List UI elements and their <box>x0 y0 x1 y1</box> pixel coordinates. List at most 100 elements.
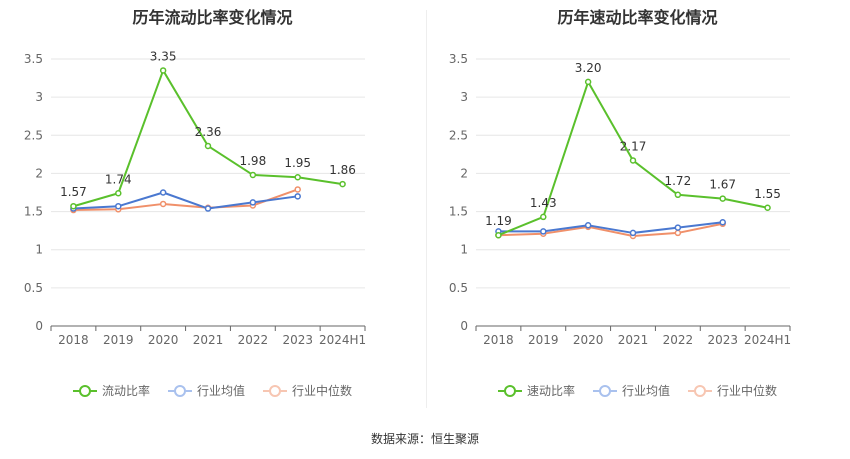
series-line <box>498 221 723 234</box>
data-point <box>629 157 637 164</box>
data-point <box>70 202 77 210</box>
chart-title: 历年速动比率变化情况 <box>557 8 718 27</box>
data-point <box>719 195 726 202</box>
data-label: 1.57 <box>60 185 87 199</box>
x-tick-label: 2023 <box>282 333 313 347</box>
x-tick-label: 2018 <box>58 333 89 347</box>
x-tick-label: 2021 <box>193 333 224 347</box>
legend-label: 行业均值 <box>621 384 670 398</box>
legend-label: 流动比率 <box>101 384 150 398</box>
legend-item-avg[interactable]: 行业均值 <box>592 382 670 399</box>
data-point <box>674 229 682 237</box>
y-tick-label: 3 <box>460 90 468 104</box>
data-point <box>339 180 346 188</box>
series-line <box>73 191 298 210</box>
data-point <box>674 191 682 199</box>
current-ratio-chart: 历年流动比率变化情况 0 0.5 1 1.5 2 2.5 3 3.5 2018 2019 2020 2… <box>0 0 425 410</box>
data-point <box>159 200 167 208</box>
data-point <box>159 67 167 74</box>
y-tick-label: 2.5 <box>449 128 468 142</box>
legend-label: 行业中位数 <box>292 384 353 398</box>
y-tick-label: 0.5 <box>24 281 43 295</box>
legend-marker-icon <box>497 384 522 397</box>
y-tick-label: 2.5 <box>24 128 43 142</box>
data-label: 2.17 <box>620 139 647 153</box>
legend-label: 行业中位数 <box>717 384 778 398</box>
data-label: 1.72 <box>664 174 691 188</box>
panel-divider <box>426 10 427 408</box>
data-point <box>115 202 122 210</box>
data-point <box>674 224 682 231</box>
legend-item-main[interactable]: 速动比率 <box>497 382 575 399</box>
x-tick-label: 2021 <box>618 333 649 347</box>
data-point <box>249 199 257 206</box>
data-point <box>294 173 301 181</box>
data-label: 1.55 <box>754 187 781 201</box>
data-point <box>204 205 212 212</box>
data-label: 1.43 <box>530 196 557 210</box>
y-tick-label: 0 <box>460 319 468 333</box>
series-line <box>73 188 299 212</box>
data-label: 1.95 <box>284 156 311 170</box>
data-point <box>115 190 122 197</box>
legend-item-median[interactable]: 行业中位数 <box>688 382 777 399</box>
y-tick-label: 3 <box>35 90 43 104</box>
legend-marker-icon <box>167 384 192 397</box>
legend-marker-icon <box>592 384 617 397</box>
chart-plot: 0 0.5 1 1.5 2 2.5 3 3.5 2018 2019 2020 2021 2022 2023… <box>449 52 791 347</box>
data-label: 1.74 <box>105 172 132 186</box>
data-point <box>294 193 301 200</box>
series-line <box>498 222 723 237</box>
x-tick-label: 2018 <box>483 333 514 347</box>
legend-item-median[interactable]: 行业中位数 <box>263 382 352 399</box>
legend-marker-icon <box>72 384 97 397</box>
chart-legend: 流动比率 行业均值 行业中位数 <box>0 382 425 399</box>
data-point <box>584 78 592 86</box>
legend-label: 速动比率 <box>526 384 575 398</box>
chart-plot: 0 0.5 1 1.5 2 2.5 3 3.5 2018 2019 2020 2021 2022 2023… <box>24 49 366 347</box>
chart-legend: 速动比率 行业均值 行业中位数 <box>425 382 850 399</box>
y-tick-label: 1 <box>460 243 468 257</box>
data-label: 2.36 <box>195 125 222 139</box>
legend-marker-icon <box>263 384 287 397</box>
legend-item-avg[interactable]: 行业均值 <box>167 382 245 399</box>
data-label: 3.20 <box>575 61 602 75</box>
data-point <box>764 204 771 212</box>
legend-label: 行业均值 <box>196 384 245 398</box>
y-tick-label: 1 <box>35 243 43 257</box>
y-tick-label: 0.5 <box>449 281 468 295</box>
data-source-note: 数据来源：恒生聚源 <box>370 432 479 446</box>
data-label: 1.98 <box>239 154 266 168</box>
quick-ratio-chart: 历年速动比率变化情况 0 0.5 1 1.5 2 2.5 3 3.5 2018 2019 2020 2… <box>425 0 850 410</box>
x-tick-label: 2022 <box>238 333 269 347</box>
data-point <box>159 189 167 196</box>
x-tick-label: 2022 <box>663 333 694 347</box>
y-tick-label: 2 <box>35 166 43 180</box>
data-point <box>540 213 547 221</box>
data-label: 1.19 <box>485 214 512 228</box>
data-label: 1.86 <box>329 163 356 177</box>
y-tick-label: 1.5 <box>24 205 43 219</box>
y-tick-label: 1.5 <box>449 205 468 219</box>
y-tick-label: 3.5 <box>24 52 43 66</box>
data-point <box>249 171 257 179</box>
x-tick-label: 2024H1 <box>319 333 366 347</box>
y-tick-label: 3.5 <box>449 52 468 66</box>
x-tick-label: 2024H1 <box>744 333 791 347</box>
x-tick-label: 2020 <box>573 333 604 347</box>
x-tick-label: 2023 <box>707 333 738 347</box>
data-point <box>540 228 547 235</box>
data-point <box>719 219 726 226</box>
data-label: 3.35 <box>150 49 177 63</box>
data-point <box>204 142 212 150</box>
x-tick-label: 2019 <box>528 333 559 347</box>
data-point <box>584 222 592 229</box>
data-point <box>629 229 637 237</box>
x-tick-label: 2020 <box>148 333 179 347</box>
legend-marker-icon <box>688 384 712 397</box>
chart-title: 历年流动比率变化情况 <box>132 8 293 27</box>
y-tick-label: 0 <box>35 319 43 333</box>
legend-item-main[interactable]: 流动比率 <box>72 382 150 399</box>
data-point <box>294 186 301 193</box>
data-point <box>495 231 502 239</box>
